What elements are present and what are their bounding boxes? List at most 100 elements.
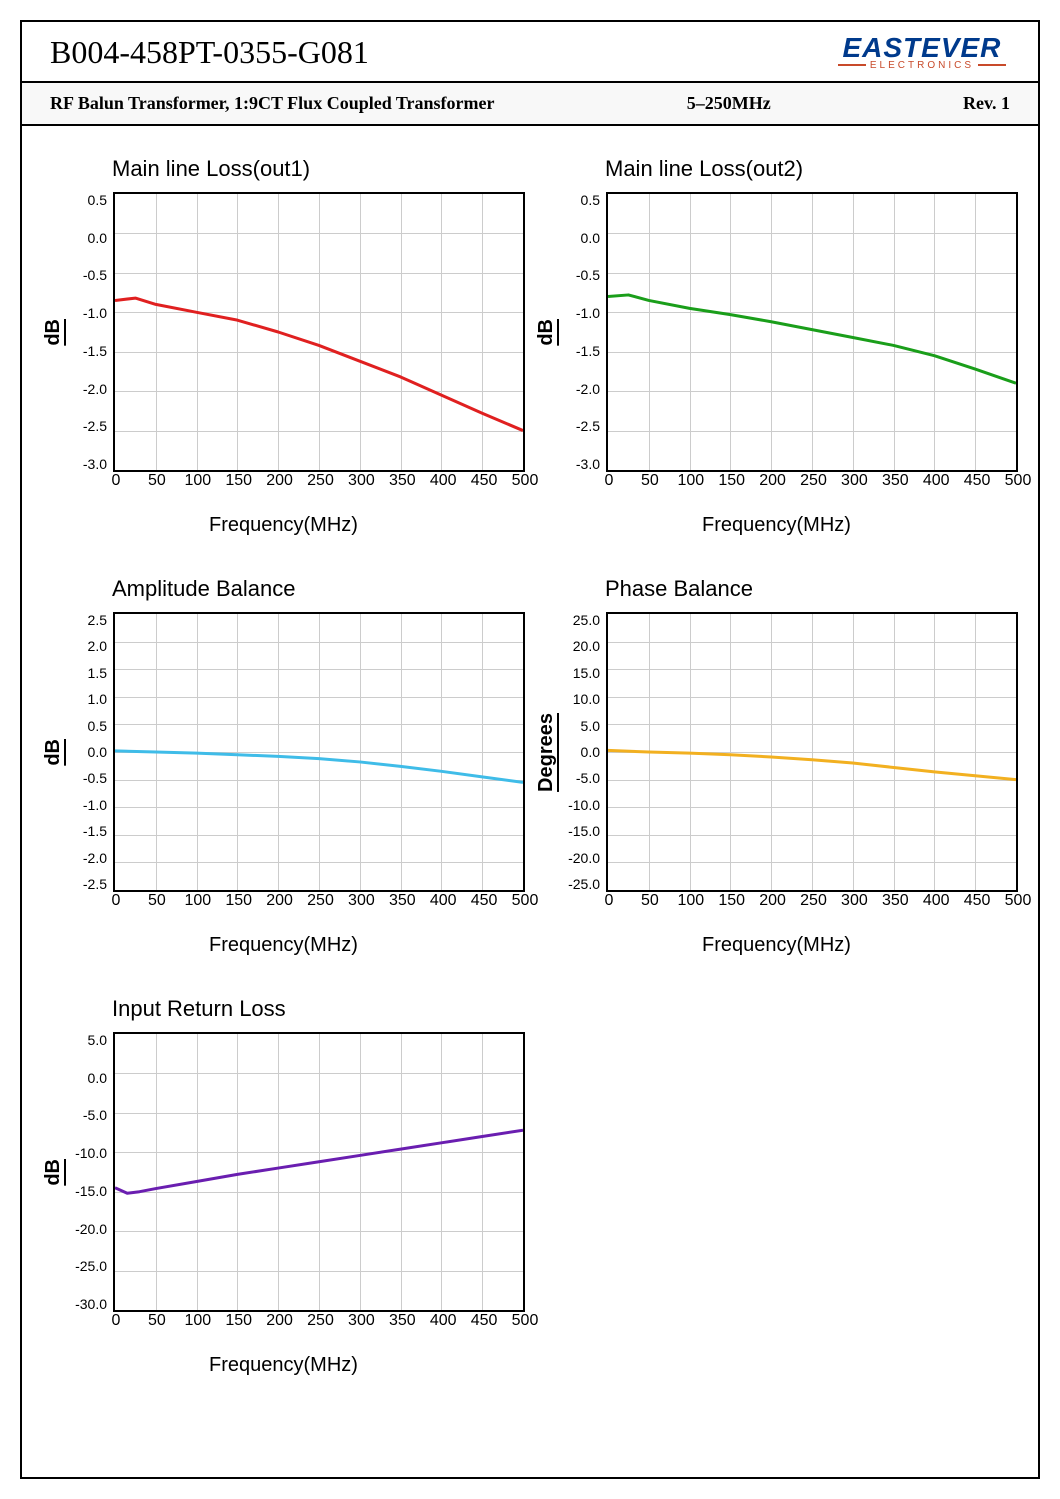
x-tick-label: 250 [307,1312,334,1330]
chart-title: Amplitude Balance [112,576,525,602]
chart-out2: Main line Loss(out2)dB0.50.0-0.5-1.0-1.5… [535,156,1018,516]
x-axis-label: Frequency(MHz) [42,514,525,537]
logo-main-text: EASTEVER [842,34,1001,62]
y-tick-label: 0.0 [562,230,600,246]
data-trace [115,614,523,890]
y-tick-label: -10.0 [69,1145,107,1161]
x-tick-label: 50 [641,472,659,490]
chart-body: dB0.50.0-0.5-1.0-1.5-2.0-2.5-3.0 [535,192,1018,472]
x-tick-label: 200 [266,472,293,490]
x-axis-label: Frequency(MHz) [535,934,1018,957]
y-tick-label: -25.0 [69,1258,107,1274]
page-frame: B004-458PT-0355-G081 EASTEVER ELECTRONIC… [20,20,1040,1479]
y-axis-ticks: 0.50.0-0.5-1.0-1.5-2.0-2.5-3.0 [69,192,113,472]
frequency-range: 5–250MHz [687,93,771,114]
x-tick-label: 350 [389,472,416,490]
y-tick-label: -30.0 [69,1296,107,1312]
x-tick-label: 250 [800,472,827,490]
chart-title: Main line Loss(out2) [605,156,1018,182]
x-tick-label: 250 [800,892,827,910]
x-tick-label: 400 [923,892,950,910]
x-tick-label: 300 [348,472,375,490]
chart-amp: Amplitude BalancedB2.52.01.51.00.50.0-0.… [42,576,525,936]
y-tick-label: -2.0 [69,850,107,866]
y-tick-label: -0.5 [69,770,107,786]
revision-label: Rev. 1 [963,93,1010,114]
y-tick-label: -1.5 [69,823,107,839]
x-tick-label: 400 [430,1312,457,1330]
plot-area [113,612,525,892]
x-tick-label: 100 [184,472,211,490]
y-tick-label: 0.0 [69,744,107,760]
data-trace [608,194,1016,470]
charts-grid: Main line Loss(out1)dB0.50.0-0.5-1.0-1.5… [22,126,1038,1386]
x-tick-label: 350 [389,892,416,910]
x-tick-label: 300 [841,892,868,910]
x-tick-label: 150 [225,1312,252,1330]
chart-phase: Phase BalanceDegrees25.020.015.010.05.00… [535,576,1018,936]
x-tick-label: 0 [112,1312,121,1330]
x-tick-label: 250 [307,892,334,910]
x-tick-label: 250 [307,472,334,490]
x-tick-label: 150 [225,472,252,490]
chart-body: dB2.52.01.51.00.50.0-0.5-1.0-1.5-2.0-2.5 [42,612,525,892]
y-tick-label: -1.5 [562,343,600,359]
y-tick-label: -15.0 [69,1183,107,1199]
x-tick-label: 150 [718,472,745,490]
x-tick-label: 450 [471,472,498,490]
y-tick-label: -2.5 [562,418,600,434]
x-tick-label: 350 [882,892,909,910]
y-tick-label: 0.5 [562,192,600,208]
data-trace [608,614,1016,890]
y-axis-ticks: 2.52.01.51.00.50.0-0.5-1.0-1.5-2.0-2.5 [69,612,113,892]
x-tick-label: 0 [605,472,614,490]
y-axis-label: dB [42,319,65,346]
y-axis-ticks: 0.50.0-0.5-1.0-1.5-2.0-2.5-3.0 [562,192,606,472]
x-tick-label: 0 [112,892,121,910]
y-tick-label: 15.0 [562,665,600,681]
chart-out1: Main line Loss(out1)dB0.50.0-0.5-1.0-1.5… [42,156,525,516]
x-tick-label: 500 [1005,892,1032,910]
x-tick-label: 100 [184,1312,211,1330]
x-tick-label: 200 [759,892,786,910]
y-tick-label: 0.0 [69,1070,107,1086]
y-tick-label: 5.0 [69,1032,107,1048]
data-trace [115,194,523,470]
y-tick-label: 0.0 [562,744,600,760]
y-tick-label: -2.5 [69,876,107,892]
y-tick-label: 5.0 [562,718,600,734]
plot-area [606,192,1018,472]
y-tick-label: -10.0 [562,797,600,813]
x-axis-label: Frequency(MHz) [535,514,1018,537]
x-tick-label: 350 [882,472,909,490]
x-tick-label: 200 [266,892,293,910]
y-axis-ticks: 25.020.015.010.05.00.0-5.0-10.0-15.0-20.… [562,612,606,892]
y-axis-label: dB [42,739,65,766]
plot-area [606,612,1018,892]
y-tick-label: 2.5 [69,612,107,628]
x-tick-label: 450 [471,1312,498,1330]
chart-title: Input Return Loss [112,996,525,1022]
y-tick-label: -20.0 [562,850,600,866]
x-tick-label: 450 [964,472,991,490]
x-tick-label: 50 [641,892,659,910]
x-tick-label: 200 [759,472,786,490]
x-tick-label: 50 [148,472,166,490]
x-tick-label: 400 [923,472,950,490]
x-axis-label: Frequency(MHz) [42,934,525,957]
y-tick-label: -3.0 [562,456,600,472]
x-tick-label: 200 [266,1312,293,1330]
y-tick-label: 0.0 [69,230,107,246]
x-tick-label: 100 [677,892,704,910]
y-tick-label: 2.0 [69,638,107,654]
title-bar: B004-458PT-0355-G081 EASTEVER ELECTRONIC… [22,22,1038,83]
y-axis-label: Degrees [535,713,558,792]
y-tick-label: -5.0 [562,770,600,786]
x-tick-label: 300 [348,1312,375,1330]
x-tick-label: 300 [841,472,868,490]
brand-logo: EASTEVER ELECTRONICS [834,34,1010,71]
y-tick-label: 10.0 [562,691,600,707]
x-tick-label: 400 [430,892,457,910]
y-axis-ticks: 5.00.0-5.0-10.0-15.0-20.0-25.0-30.0 [69,1032,113,1312]
x-tick-label: 300 [348,892,375,910]
